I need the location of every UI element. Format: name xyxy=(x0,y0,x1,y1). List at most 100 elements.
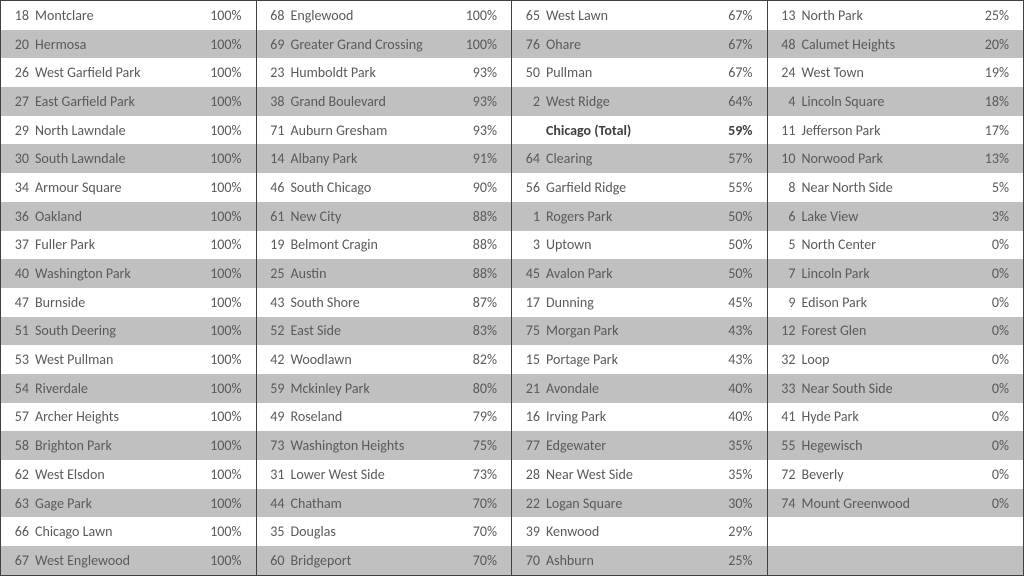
table-row: 19Belmont Cragin88% xyxy=(257,231,512,260)
row-percent: 0% xyxy=(953,495,1023,512)
row-number: 30 xyxy=(1,150,33,167)
row-name: Hyde Park xyxy=(800,408,954,425)
row-percent: 50% xyxy=(697,236,767,253)
row-name: Edgewater xyxy=(544,437,697,454)
row-name: Avalon Park xyxy=(544,265,697,282)
table-row: 66Chicago Lawn100% xyxy=(1,517,256,546)
row-name: Chicago (Total) xyxy=(544,122,697,139)
table-row: 58Brighton Park100% xyxy=(1,431,256,460)
row-name: Fuller Park xyxy=(33,236,186,253)
row-name: New City xyxy=(289,208,442,225)
row-number: 40 xyxy=(1,265,33,282)
table-row: Chicago (Total)59% xyxy=(512,116,767,145)
table-row: 27East Garfield Park100% xyxy=(1,87,256,116)
row-number: 20 xyxy=(1,36,33,53)
row-name: North Lawndale xyxy=(33,122,186,139)
row-number: 70 xyxy=(512,552,544,569)
row-percent: 0% xyxy=(953,236,1023,253)
row-percent: 87% xyxy=(441,294,511,311)
table-row: 12Forest Glen0% xyxy=(768,317,1024,346)
row-name: Woodlawn xyxy=(289,351,442,368)
row-percent: 0% xyxy=(953,351,1023,368)
row-percent: 29% xyxy=(697,523,767,540)
table-row: 17Dunning45% xyxy=(512,288,767,317)
row-name: Avondale xyxy=(544,380,697,397)
row-number: 11 xyxy=(768,122,800,139)
row-percent: 100% xyxy=(186,93,256,110)
table-row: 57Archer Heights100% xyxy=(1,403,256,432)
row-percent: 88% xyxy=(441,236,511,253)
row-name: Ashburn xyxy=(544,552,697,569)
row-name: Lincoln Square xyxy=(800,93,954,110)
row-percent: 100% xyxy=(186,552,256,569)
table-row: 36Oakland100% xyxy=(1,202,256,231)
row-name: Archer Heights xyxy=(33,408,186,425)
row-percent: 100% xyxy=(186,495,256,512)
row-name: Irving Park xyxy=(544,408,697,425)
table-row: 70Ashburn25% xyxy=(512,546,767,575)
row-number: 59 xyxy=(257,380,289,397)
row-number: 72 xyxy=(768,466,800,483)
row-name: Hegewisch xyxy=(800,437,954,454)
row-percent: 80% xyxy=(441,380,511,397)
row-percent: 20% xyxy=(953,36,1023,53)
table-row: 13North Park25% xyxy=(768,1,1024,30)
row-percent: 93% xyxy=(441,93,511,110)
row-percent: 70% xyxy=(441,495,511,512)
row-name: Beverly xyxy=(800,466,954,483)
row-percent: 57% xyxy=(697,150,767,167)
row-number: 49 xyxy=(257,408,289,425)
row-number: 57 xyxy=(1,408,33,425)
table-row: 9Edison Park0% xyxy=(768,288,1024,317)
row-percent: 67% xyxy=(697,7,767,24)
table-row: 76Ohare67% xyxy=(512,30,767,59)
table-row: 75Morgan Park43% xyxy=(512,317,767,346)
table-row: 54Riverdale100% xyxy=(1,374,256,403)
row-name: Uptown xyxy=(544,236,697,253)
row-percent: 83% xyxy=(441,322,511,339)
row-percent: 3% xyxy=(953,208,1023,225)
row-number: 67 xyxy=(1,552,33,569)
table-row: 56Garfield Ridge55% xyxy=(512,173,767,202)
row-percent: 64% xyxy=(697,93,767,110)
row-number: 10 xyxy=(768,150,800,167)
row-number: 58 xyxy=(1,437,33,454)
row-percent: 19% xyxy=(953,64,1023,81)
table-row: 32Loop0% xyxy=(768,345,1024,374)
table-row: 8Near North Side5% xyxy=(768,173,1024,202)
table-row: 50Pullman67% xyxy=(512,58,767,87)
row-percent: 100% xyxy=(186,208,256,225)
table-row: 74Mount Greenwood0% xyxy=(768,489,1024,518)
row-percent: 0% xyxy=(953,408,1023,425)
table-row: 31Lower West Side73% xyxy=(257,460,512,489)
row-number: 4 xyxy=(768,93,800,110)
table-row: 59Mckinley Park80% xyxy=(257,374,512,403)
row-name: Englewood xyxy=(289,7,442,24)
row-name: Norwood Park xyxy=(800,150,954,167)
table-row: 2West Ridge64% xyxy=(512,87,767,116)
table-row: 41Hyde Park0% xyxy=(768,403,1024,432)
row-name: Albany Park xyxy=(289,150,442,167)
row-percent: 70% xyxy=(441,552,511,569)
row-number: 26 xyxy=(1,64,33,81)
row-number: 77 xyxy=(512,437,544,454)
row-percent: 45% xyxy=(697,294,767,311)
row-percent: 100% xyxy=(186,408,256,425)
row-name: Greater Grand Crossing xyxy=(289,36,442,53)
table-row: 35Douglas70% xyxy=(257,517,512,546)
row-name: Near South Side xyxy=(800,380,954,397)
row-number: 35 xyxy=(257,523,289,540)
table-row: 47Burnside100% xyxy=(1,288,256,317)
row-number: 64 xyxy=(512,150,544,167)
row-number: 8 xyxy=(768,179,800,196)
table-row: 30South Lawndale100% xyxy=(1,144,256,173)
table-row: 15Portage Park43% xyxy=(512,345,767,374)
row-percent: 100% xyxy=(186,294,256,311)
row-number: 74 xyxy=(768,495,800,512)
row-name: Near West Side xyxy=(544,466,697,483)
row-name: Chatham xyxy=(289,495,442,512)
row-percent: 17% xyxy=(953,122,1023,139)
row-number: 54 xyxy=(1,380,33,397)
row-name: West Garfield Park xyxy=(33,64,186,81)
table-row: 20Hermosa100% xyxy=(1,30,256,59)
